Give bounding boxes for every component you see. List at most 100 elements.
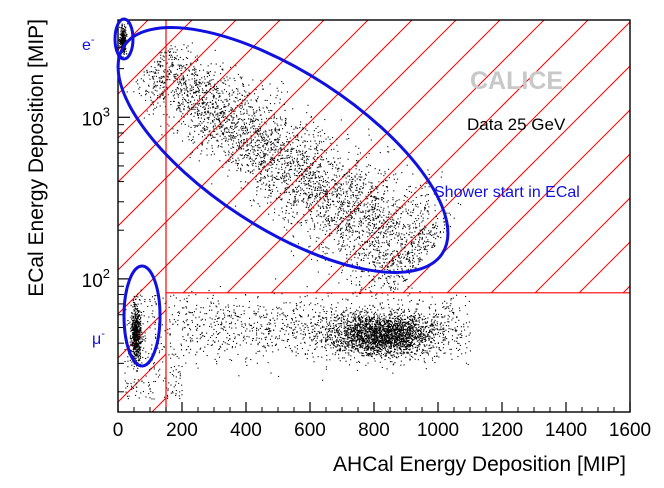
data-point [179,92,181,94]
data-point [368,181,370,183]
data-point [287,183,289,185]
data-point [366,166,368,168]
data-point [313,174,315,176]
data-point [397,210,399,212]
data-point [400,236,402,238]
data-point [251,135,253,137]
data-point [354,176,356,178]
data-point [373,197,375,199]
data-point [359,187,361,189]
data-point [403,246,405,248]
data-point [136,311,138,313]
data-point [258,140,260,142]
data-point [132,324,134,326]
data-point [161,52,163,54]
data-point [325,191,327,193]
data-point [402,228,404,230]
data-point [400,328,402,330]
data-point [193,75,195,77]
data-point [374,331,376,333]
data-point [310,237,312,239]
data-point [372,304,374,306]
data-point [310,167,312,169]
data-point [160,77,162,79]
data-point [123,53,125,55]
data-point [188,99,190,101]
data-point [223,82,225,84]
data-point [306,163,308,165]
data-point [397,218,399,220]
data-point [356,161,358,163]
data-point [332,219,334,221]
data-point [120,43,122,45]
data-point [385,277,387,279]
data-point [323,207,325,209]
data-point [263,111,265,113]
data-point [123,38,125,40]
data-point [277,159,279,161]
data-point [374,284,376,286]
data-point [386,236,388,238]
data-point [140,95,142,97]
data-point [271,191,273,193]
data-point [284,121,286,123]
data-point [387,249,389,251]
data-point [368,232,370,234]
data-point [317,166,319,168]
data-point [334,180,336,182]
data-point [318,142,320,144]
data-point [140,357,142,359]
data-point [371,200,373,202]
data-point [352,194,354,196]
data-point [437,225,439,227]
data-point [361,171,363,173]
data-point [324,193,326,195]
data-point [390,286,392,288]
data-point [180,91,182,93]
data-point [290,169,292,171]
data-point [386,342,388,344]
data-point [337,188,339,190]
data-point [131,342,133,344]
data-point [388,226,390,228]
data-point [319,212,321,214]
data-point [122,43,124,45]
data-point [335,188,337,190]
data-point [294,197,296,199]
data-point [133,295,135,297]
data-point [318,194,320,196]
data-point [317,132,319,134]
data-point [401,327,403,329]
data-point [136,317,138,319]
data-point [205,92,207,94]
data-point [232,157,234,159]
data-point [263,162,265,164]
data-point [383,175,385,177]
data-point [317,222,319,224]
data-point [245,91,247,93]
data-point [252,120,254,122]
data-point [270,133,272,135]
data-point [214,123,216,125]
data-point [229,156,231,158]
data-point [204,129,206,131]
data-point [121,45,123,47]
data-point [414,358,416,360]
data-point [203,96,205,98]
data-point [356,173,358,175]
data-point [139,336,141,338]
data-point [228,104,230,106]
data-point [222,112,224,114]
data-point [163,81,165,83]
data-point [176,55,178,57]
data-point [385,226,387,228]
data-point [327,198,329,200]
data-point [274,145,276,147]
data-point [240,168,242,170]
data-point [303,161,305,163]
data-point [228,138,230,140]
data-point [295,175,297,177]
data-point [263,144,265,146]
data-point [313,183,315,185]
data-point [305,161,307,163]
